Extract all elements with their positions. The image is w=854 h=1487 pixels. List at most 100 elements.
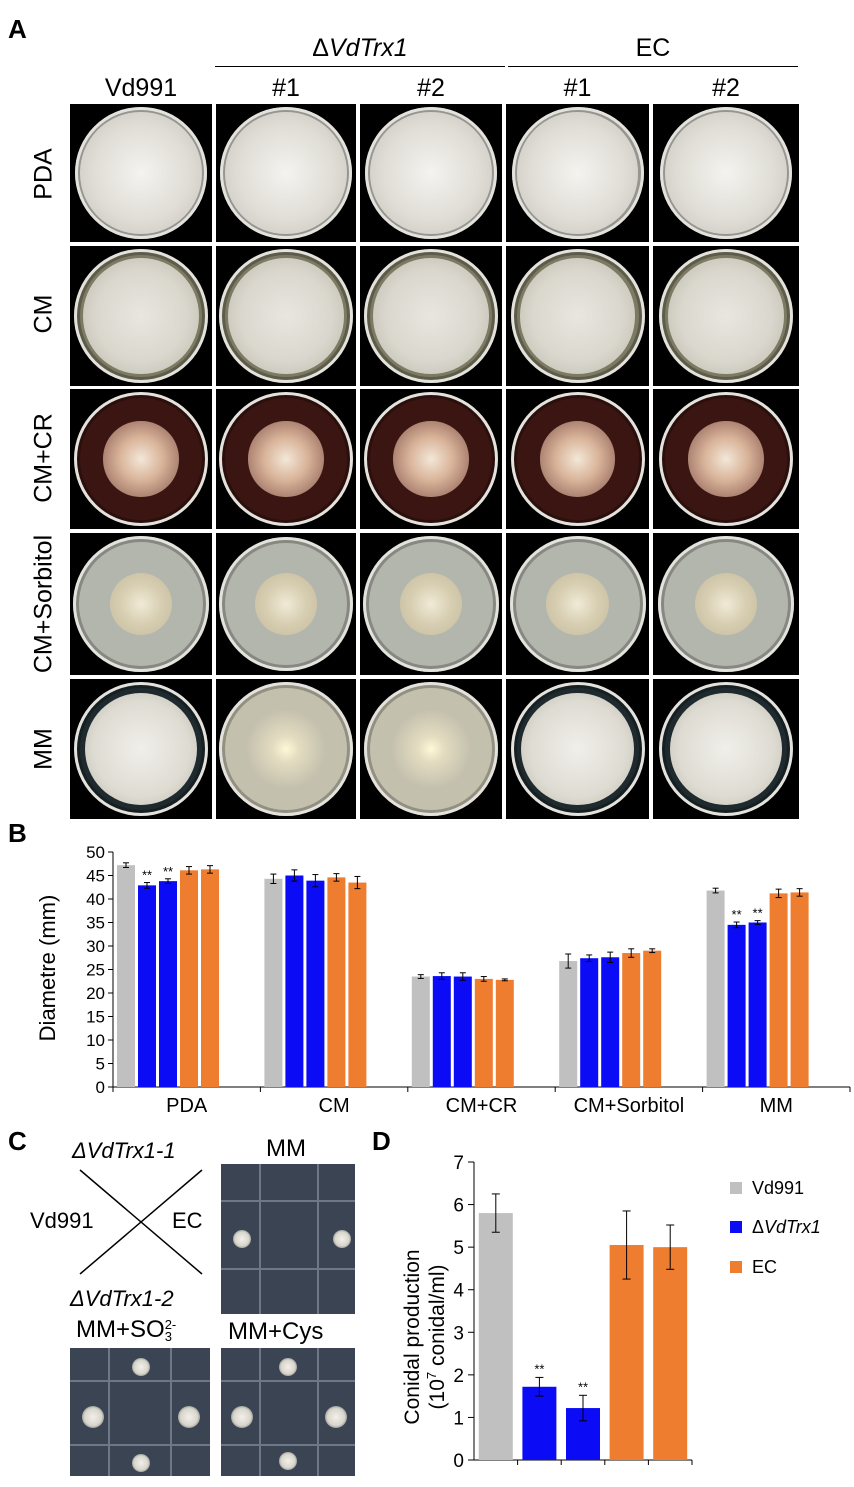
- plate-label-cys: MM+Cys: [228, 1318, 324, 1345]
- row-label-pda: PDA: [29, 148, 58, 200]
- y-tick-label: 45: [86, 867, 105, 886]
- panel-d-letter: D: [372, 1126, 391, 1156]
- group-line-delta: [215, 66, 505, 67]
- bar: [474, 978, 493, 1087]
- petri-dish: [660, 107, 792, 239]
- plate-tile: [216, 533, 356, 675]
- bar: [748, 922, 767, 1087]
- fungal-colony: [370, 112, 492, 234]
- bar: [327, 877, 346, 1087]
- row-label-cm-sorbitol: CM+Sorbitol: [29, 534, 58, 674]
- fungal-colony: [393, 421, 469, 497]
- x-category-label: PDA: [166, 1095, 208, 1117]
- legend-label: ΔVdTrx1: [752, 1217, 821, 1237]
- y-tick-label: 5: [453, 1238, 464, 1259]
- plate-tile: [70, 104, 212, 242]
- plate-tile: [216, 246, 356, 386]
- plate-tile: [360, 104, 502, 242]
- y-tick-label: 25: [86, 961, 105, 980]
- x-category-label: CM+Sorbitol: [574, 1095, 685, 1117]
- cross-diagram: [79, 1169, 203, 1275]
- ylabel2-sup: 7: [424, 1372, 439, 1379]
- y-tick-label: 30: [86, 937, 105, 956]
- y-tick-label: 10: [86, 1031, 105, 1050]
- fungal-colony: [516, 112, 639, 234]
- bar: [138, 885, 156, 1087]
- legend-label: EC: [752, 1257, 777, 1277]
- fungal-colony: [248, 421, 324, 497]
- fungal-colony: [399, 572, 463, 636]
- fungal-colony: [688, 421, 764, 497]
- bar: [653, 1247, 688, 1460]
- petri-dish: [74, 682, 208, 816]
- bar: [580, 958, 599, 1087]
- bar: [495, 979, 514, 1087]
- bar: [264, 878, 283, 1087]
- panel-c-letter: C: [8, 1126, 27, 1156]
- group-line-ec: [508, 66, 798, 67]
- fungal-colony: [668, 258, 784, 374]
- petri-dish: [659, 392, 793, 526]
- bar: [727, 924, 746, 1087]
- petri-dish: [510, 682, 645, 816]
- cross-label-left: Vd991: [30, 1208, 94, 1233]
- significance-mark: **: [163, 864, 173, 879]
- so3-subscript: 3: [164, 1328, 172, 1344]
- plate-tile: [506, 104, 649, 242]
- petri-dish: [219, 392, 353, 526]
- column-header-ec2: #2: [712, 74, 740, 102]
- bar: [622, 953, 641, 1087]
- conidial-bar-chart: Conidal production (107 conidal/ml) 0123…: [401, 1153, 821, 1472]
- petri-dish: [73, 536, 209, 672]
- significance-mark: **: [534, 1361, 544, 1376]
- chart-d-ylabel-line2: (107 conidal/ml): [424, 1265, 449, 1410]
- fungal-colony: [665, 112, 787, 234]
- fungal-colony: [225, 112, 347, 234]
- petri-dish: [75, 107, 207, 239]
- bar: [285, 875, 304, 1087]
- significance-mark: **: [578, 1379, 588, 1394]
- y-tick-label: 7: [453, 1153, 464, 1174]
- fungal-colony: [84, 692, 198, 806]
- delta-symbol: Δ: [312, 34, 329, 62]
- y-tick-label: 1: [453, 1408, 464, 1429]
- chart-d-ylabel-line1: Conidal production: [401, 1249, 424, 1424]
- plate-tile: [70, 679, 212, 819]
- significance-mark: **: [732, 907, 742, 922]
- bar: [522, 1386, 557, 1460]
- row-label-cm-cr: CM+CR: [29, 413, 58, 503]
- fungal-colony: [103, 421, 179, 497]
- y-tick-label: 6: [453, 1196, 464, 1217]
- legend: Vd991 ΔVdTrx1 EC: [730, 1178, 821, 1277]
- x-category-label: CM+CR: [446, 1095, 518, 1117]
- cross-line-2: [79, 1169, 203, 1275]
- fungal-colony: [384, 702, 478, 796]
- x-category-label: CM: [319, 1095, 350, 1117]
- group-header-ec: EC: [635, 34, 671, 62]
- legend-swatch: [730, 1261, 742, 1273]
- petri-dish: [219, 249, 353, 383]
- bar: [643, 950, 662, 1087]
- plate-tile: [653, 246, 799, 386]
- plate-tile: [216, 104, 356, 242]
- plate-tile: [216, 679, 356, 819]
- plate-label-mm: MM: [266, 1135, 306, 1162]
- y-tick-label: 50: [86, 843, 105, 862]
- y-tick-label: 40: [86, 890, 105, 909]
- bar: [601, 957, 620, 1087]
- petri-dish: [364, 392, 498, 526]
- bar: [706, 890, 725, 1087]
- y-tick-label: 35: [86, 914, 105, 933]
- bar: [609, 1245, 644, 1460]
- fungal-colony: [373, 258, 489, 374]
- fungal-colony: [109, 572, 173, 636]
- column-header-vd991: Vd991: [104, 74, 178, 102]
- petri-dish: [364, 249, 498, 383]
- delta-symbol: Δ: [752, 1217, 764, 1237]
- row-label-mm: MM: [29, 728, 58, 770]
- panel-a-letter: A: [8, 14, 27, 44]
- petri-dish: [510, 392, 645, 526]
- petri-dish: [363, 536, 499, 672]
- petri-dish: [219, 537, 353, 671]
- plate-tile: [360, 679, 502, 819]
